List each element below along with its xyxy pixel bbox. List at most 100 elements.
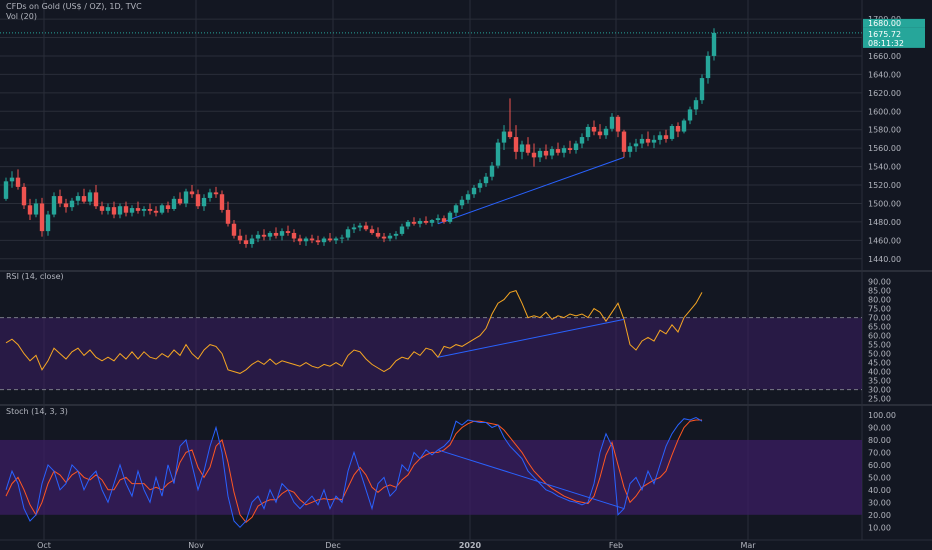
price-axis-tick-label: 1500.00 — [868, 199, 901, 208]
candle-body — [39, 203, 45, 232]
candle-body — [123, 206, 129, 213]
stoch-indicator-label[interactable]: Stoch (14, 3, 3) — [6, 407, 68, 416]
stoch-axis-tick-label: 70.00 — [868, 448, 891, 457]
time-axis-tick-label: Feb — [609, 541, 623, 550]
candle-body — [327, 238, 333, 241]
rsi-axis-tick-label: 25.00 — [868, 395, 891, 404]
candle-body — [567, 148, 573, 150]
time-axis-tick-label: Dec — [325, 541, 340, 550]
candle-body — [549, 149, 555, 156]
candle-body — [411, 221, 417, 224]
candle-body — [447, 212, 453, 222]
candle-body — [27, 205, 33, 215]
candle-body — [585, 126, 591, 138]
candle-body — [279, 231, 285, 236]
candle-body — [603, 128, 609, 136]
candle-body — [531, 152, 537, 158]
candle-body — [687, 109, 693, 121]
candle-body — [651, 139, 657, 143]
price-axis-tick-label: 1460.00 — [868, 236, 901, 245]
candle-body — [609, 116, 615, 129]
rsi-indicator-label[interactable]: RSI (14, close) — [6, 272, 64, 281]
candle-body — [501, 131, 507, 143]
stoch-trendline — [437, 449, 625, 510]
price-axis-tick-label: 1560.00 — [868, 144, 901, 153]
candle-body — [537, 150, 543, 158]
candle-body — [645, 138, 651, 143]
price-axis-tick-label: 1520.00 — [868, 181, 901, 190]
candle-body — [63, 203, 69, 208]
stoch-axis-tick-label: 100.00 — [868, 411, 896, 420]
candle-body — [315, 240, 321, 243]
price-axis-tick-label: 1640.00 — [868, 70, 901, 79]
candle-body — [357, 225, 363, 228]
candle-body — [105, 207, 111, 211]
rsi-axis-tick-label: 45.00 — [868, 359, 891, 368]
stoch-axis-tick-label: 50.00 — [868, 473, 891, 482]
candle-body — [621, 131, 627, 152]
candle-body — [15, 177, 21, 187]
candle-body — [141, 208, 147, 211]
candle-body — [459, 199, 465, 206]
candle-body — [507, 131, 513, 138]
candle-body — [33, 203, 39, 215]
candle-body — [153, 210, 159, 213]
candle-body — [465, 194, 471, 200]
candle-body — [231, 223, 237, 236]
candle-body — [375, 232, 381, 237]
candle-body — [693, 100, 699, 110]
candle-body — [681, 120, 687, 132]
candle-body — [705, 55, 711, 79]
candle-body — [201, 197, 207, 207]
candle-body — [177, 198, 183, 204]
candle-body — [471, 187, 477, 195]
candle-body — [543, 150, 549, 156]
candle-body — [255, 234, 261, 239]
price-axis-tick-label: 1620.00 — [868, 89, 901, 98]
candle-body — [57, 196, 63, 204]
candle-body — [81, 196, 87, 202]
candle-body — [345, 229, 351, 238]
candle-body — [267, 232, 273, 237]
candle-body — [393, 233, 399, 236]
time-axis-tick-label: Oct — [37, 541, 51, 550]
candle-body — [111, 207, 117, 215]
stoch-axis-tick-label: 80.00 — [868, 436, 891, 445]
price-trendline — [437, 156, 625, 225]
candle-body — [573, 143, 579, 150]
stoch-axis-tick-label: 30.00 — [868, 498, 891, 507]
candle-body — [3, 181, 9, 199]
time-axis-tick-label: Nov — [188, 541, 204, 550]
candle-body — [435, 218, 441, 221]
candle-body — [591, 126, 597, 132]
hidden-price-label: 1680.00 — [868, 19, 901, 28]
candle-body — [519, 144, 525, 152]
rsi-axis-tick-label: 60.00 — [868, 332, 891, 341]
symbol-title[interactable]: CFDs on Gold (US$ / OZ), 1D, TVC — [6, 2, 142, 11]
candle-body — [639, 138, 645, 144]
candle-body — [663, 135, 669, 139]
candle-body — [627, 146, 633, 152]
time-axis-tick-label: Mar — [740, 541, 756, 550]
candle-body — [495, 142, 501, 166]
current-price-value: 1675.72 — [868, 30, 901, 39]
candle-body — [243, 240, 249, 245]
candle-body — [171, 198, 177, 209]
candle-body — [483, 176, 489, 184]
current-price-badge — [863, 27, 925, 48]
rsi-axis-tick-label: 70.00 — [868, 314, 891, 323]
stoch-k-line — [5, 416, 703, 529]
candle-body — [525, 144, 531, 153]
candle-body — [441, 218, 447, 222]
rsi-axis-tick-label: 30.00 — [868, 386, 891, 395]
volume-indicator-label[interactable]: Vol (20) — [6, 12, 37, 21]
candle-body — [699, 78, 705, 101]
candle-body — [99, 206, 105, 211]
candle-body — [135, 208, 141, 211]
candle-body — [159, 205, 165, 213]
candle-body — [561, 148, 567, 153]
candle-body — [75, 196, 81, 201]
candle-body — [405, 221, 411, 227]
hidden-price-label-badge — [863, 18, 925, 28]
